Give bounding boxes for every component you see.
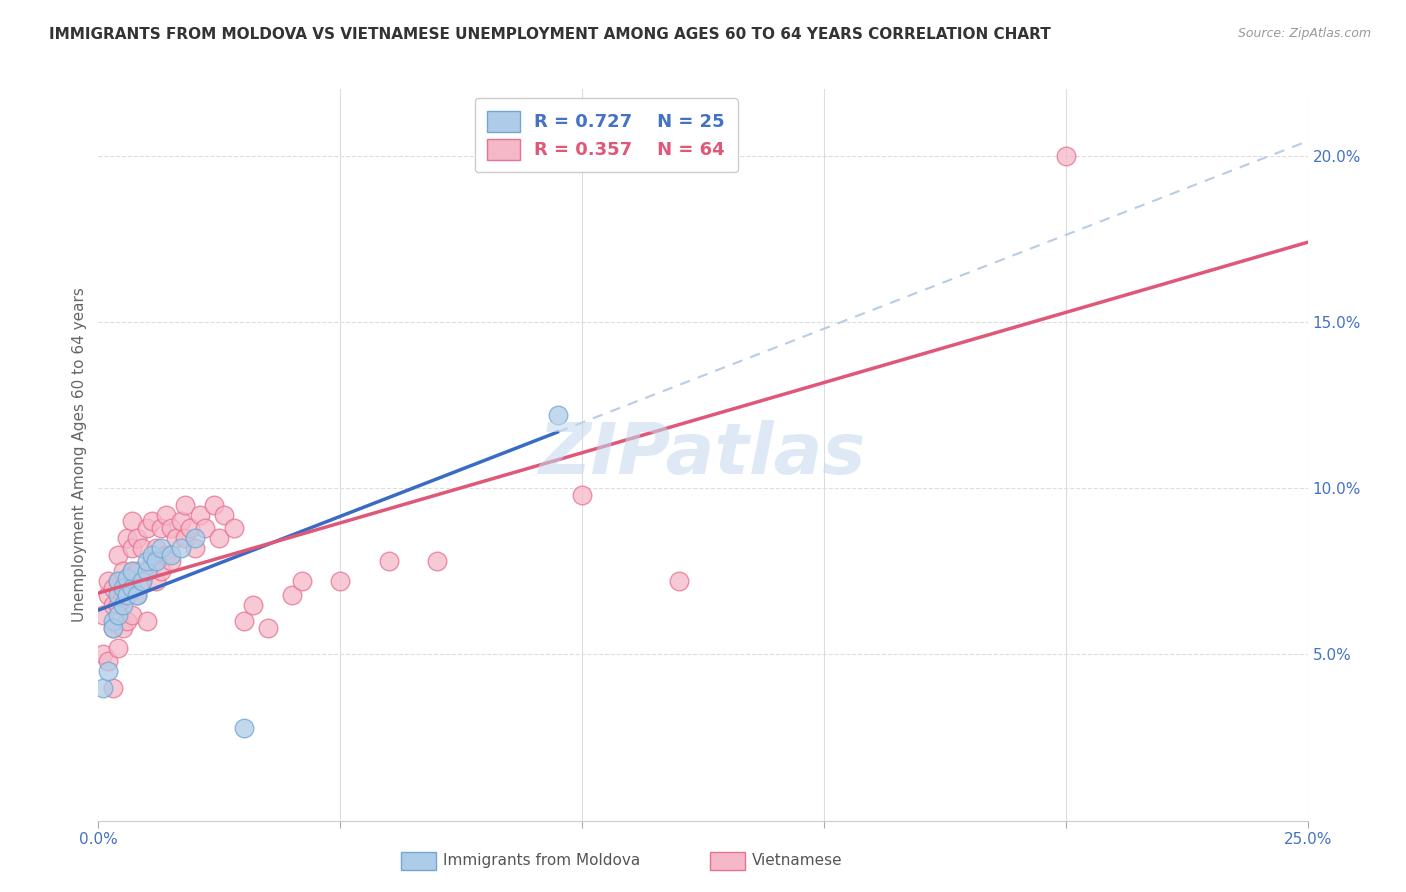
Point (121, 541, 143, 555)
Point (101, 598, 124, 612)
Point (141, 554, 163, 568)
Point (107, 640, 129, 655)
Point (184, 541, 207, 555)
Point (377, 554, 399, 568)
Point (107, 598, 129, 612)
Point (160, 521, 183, 535)
Legend: R = 0.727    N = 25, R = 0.357    N = 64: R = 0.727 N = 25, R = 0.357 N = 64 (475, 98, 738, 172)
Point (174, 498, 197, 512)
Text: Source: ZipAtlas.com: Source: ZipAtlas.com (1237, 27, 1371, 40)
Point (426, 554, 449, 568)
Point (127, 588, 149, 602)
Point (131, 574, 153, 589)
Point (97, 588, 120, 602)
Point (101, 581, 124, 595)
Point (111, 564, 134, 578)
Point (97, 654, 120, 668)
Point (111, 598, 134, 612)
Point (150, 541, 173, 555)
Point (131, 574, 153, 589)
Point (212, 508, 235, 522)
Point (135, 521, 157, 535)
Point (329, 574, 352, 589)
Point (101, 621, 124, 635)
Point (135, 614, 157, 628)
Point (107, 574, 129, 589)
Point (127, 588, 149, 602)
Point (91, 607, 114, 622)
Point (188, 508, 211, 522)
Point (204, 498, 226, 512)
FancyBboxPatch shape (401, 852, 436, 870)
Point (1054, 149, 1077, 163)
Point (668, 574, 690, 589)
Point (121, 581, 143, 595)
Point (117, 571, 139, 585)
Point (111, 588, 134, 602)
Point (91, 681, 114, 695)
Point (107, 574, 129, 589)
Point (547, 408, 569, 422)
Point (121, 564, 143, 578)
Point (150, 564, 173, 578)
Point (91, 648, 114, 662)
Point (127, 564, 149, 578)
Point (184, 531, 207, 545)
Point (107, 588, 129, 602)
Point (232, 614, 254, 628)
Text: IMMIGRANTS FROM MOLDOVA VS VIETNAMESE UNEMPLOYMENT AMONG AGES 60 TO 64 YEARS COR: IMMIGRANTS FROM MOLDOVA VS VIETNAMESE UN… (49, 27, 1050, 42)
Point (141, 515, 163, 529)
Point (281, 588, 304, 602)
Point (111, 581, 134, 595)
Point (141, 548, 163, 562)
Point (145, 541, 167, 555)
Point (121, 607, 143, 622)
Point (160, 554, 183, 568)
Point (135, 564, 157, 578)
Point (117, 531, 139, 545)
Point (121, 564, 143, 578)
Point (169, 515, 191, 529)
Point (222, 521, 245, 535)
Point (145, 554, 167, 568)
Point (150, 521, 173, 535)
Text: Vietnamese: Vietnamese (752, 854, 842, 868)
Point (165, 531, 187, 545)
Point (111, 621, 134, 635)
FancyBboxPatch shape (710, 852, 745, 870)
Point (290, 574, 312, 589)
Point (135, 554, 157, 568)
Point (208, 531, 231, 545)
Point (256, 621, 278, 635)
Point (131, 541, 153, 555)
Point (194, 521, 217, 535)
Point (117, 588, 139, 602)
Point (169, 541, 191, 555)
Point (97, 664, 120, 678)
Point (101, 621, 124, 635)
Point (160, 548, 183, 562)
Point (117, 614, 139, 628)
Point (571, 488, 593, 502)
Point (117, 574, 139, 589)
Text: Immigrants from Moldova: Immigrants from Moldova (443, 854, 640, 868)
Point (145, 574, 167, 589)
Point (101, 614, 124, 628)
Point (127, 531, 149, 545)
Y-axis label: Unemployment Among Ages 60 to 64 years: Unemployment Among Ages 60 to 64 years (72, 287, 87, 623)
Point (242, 598, 264, 612)
Point (179, 521, 201, 535)
Point (155, 508, 177, 522)
Point (121, 515, 143, 529)
Point (155, 548, 177, 562)
Point (135, 564, 157, 578)
Point (174, 531, 197, 545)
Point (107, 548, 129, 562)
Point (101, 681, 124, 695)
Text: ZIPatlas: ZIPatlas (540, 420, 866, 490)
Point (97, 574, 120, 589)
Point (232, 721, 254, 735)
Point (107, 607, 129, 622)
